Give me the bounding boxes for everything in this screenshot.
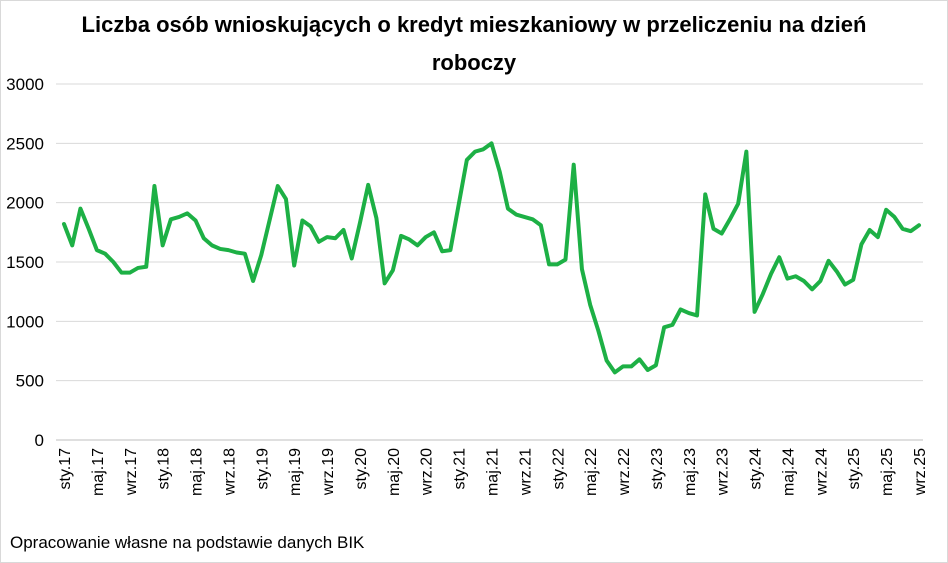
x-tick-label: maj.22 xyxy=(583,448,600,496)
chart-title: Liczba osób wnioskujących o kredyt miesz… xyxy=(0,6,948,82)
y-tick-label: 0 xyxy=(35,431,44,450)
plot-area xyxy=(62,141,921,375)
x-tick-label: maj.20 xyxy=(386,448,403,496)
source-note: Opracowanie własne na podstawie danych B… xyxy=(10,533,365,552)
y-tick-label: 2000 xyxy=(6,194,44,213)
x-tick-label: wrz.17 xyxy=(123,448,140,496)
x-tick-label: sty.18 xyxy=(156,448,173,490)
line-chart: 0 500 1000 1500 2000 2500 3000 sty.17 maj.17 wrz… xyxy=(6,75,929,496)
x-tick-label: maj.24 xyxy=(780,448,797,496)
x-axis-labels: sty.17 maj.17 wrz.17 sty.18 maj.18 wrz.18 sty.… xyxy=(57,448,929,496)
y-axis-labels: 0 500 1000 1500 2000 2500 3000 xyxy=(6,75,44,450)
y-tick-label: 500 xyxy=(16,372,44,391)
x-tick-label: sty.23 xyxy=(649,448,666,490)
x-tick-label: sty.22 xyxy=(550,448,567,490)
x-tick-label: wrz.18 xyxy=(221,448,238,496)
x-tick-label: wrz.19 xyxy=(320,448,337,496)
x-tick-label: maj.18 xyxy=(189,448,206,496)
x-tick-label: wrz.21 xyxy=(517,448,534,496)
x-tick-label: sty.24 xyxy=(748,448,765,490)
y-tick-label: 1500 xyxy=(6,253,44,272)
y-tick-label: 1000 xyxy=(6,312,44,331)
x-tick-label: wrz.24 xyxy=(813,448,830,496)
x-tick-label: maj.25 xyxy=(879,448,896,496)
x-tick-label: sty.17 xyxy=(57,448,74,490)
series-line xyxy=(62,141,921,375)
x-tick-label: maj.21 xyxy=(485,448,502,496)
x-tick-label: wrz.25 xyxy=(912,448,929,496)
chart-title-line-1: Liczba osób wnioskujących o kredyt miesz… xyxy=(81,12,867,37)
x-tick-label: wrz.22 xyxy=(616,448,633,496)
x-tick-label: maj.17 xyxy=(90,448,107,496)
x-tick-label: sty.25 xyxy=(846,448,863,490)
y-tick-label: 2500 xyxy=(6,134,44,153)
x-tick-label: wrz.23 xyxy=(715,448,732,496)
x-tick-label: sty.19 xyxy=(254,448,271,490)
x-tick-label: sty.20 xyxy=(353,448,370,490)
x-tick-label: wrz.20 xyxy=(419,448,436,496)
y-tick-label: 3000 xyxy=(6,75,44,94)
gridlines xyxy=(56,83,923,441)
x-tick-label: maj.23 xyxy=(682,448,699,496)
x-tick-label: maj.19 xyxy=(287,448,304,496)
chart-title-line-2: roboczy xyxy=(431,50,517,75)
x-tick-label: sty.21 xyxy=(452,448,469,490)
